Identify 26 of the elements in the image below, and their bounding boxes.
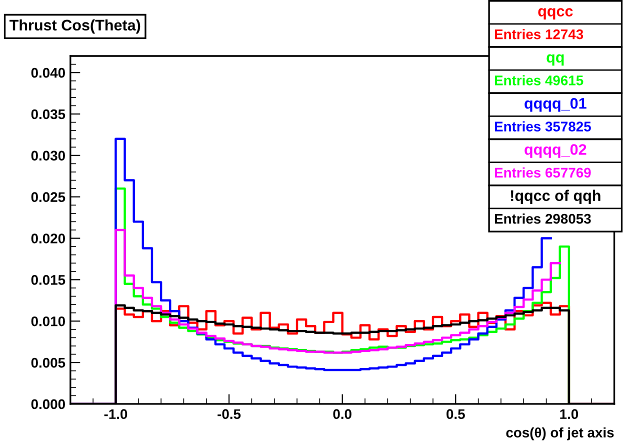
x-tick-label: 1.0	[560, 409, 578, 420]
annotation: Entries 298053	[494, 214, 591, 224]
chart-title: Thrust Cos(Theta)	[10, 19, 140, 34]
y-tick-label: 0.005	[31, 358, 66, 368]
y-tick-label: 0.030	[31, 150, 65, 161]
annotation: Entries 357825	[494, 121, 591, 132]
text: !qqcc of qqh	[511, 190, 600, 204]
x-tick-label: -1.0	[104, 409, 128, 420]
annotation: Entries 657769	[494, 167, 591, 178]
text: qqcc	[538, 8, 573, 20]
x-tick-label: 0.0	[333, 409, 352, 420]
annotation: Entries 49615	[494, 75, 584, 86]
y-tick-label: 0.035	[31, 109, 66, 120]
text: Entries 12743	[494, 29, 584, 40]
text: qqqq_02	[524, 144, 586, 158]
text: qq	[546, 54, 564, 66]
text: qqqq_01	[524, 98, 586, 112]
x-tick-label: -0.5	[218, 409, 241, 420]
y-tick-label: 0.040	[31, 68, 65, 78]
y-tick-label: 0.015	[31, 275, 66, 285]
x-axis-title: cos(θ) of jet axis	[506, 427, 614, 440]
y-tick-label: 0.000	[31, 399, 65, 410]
y-tick-label: 0.025	[31, 192, 66, 202]
y-tick-label: 0.010	[31, 316, 65, 326]
y-tick-label: 0.020	[31, 234, 65, 244]
x-tick-label: 0.5	[446, 409, 465, 420]
